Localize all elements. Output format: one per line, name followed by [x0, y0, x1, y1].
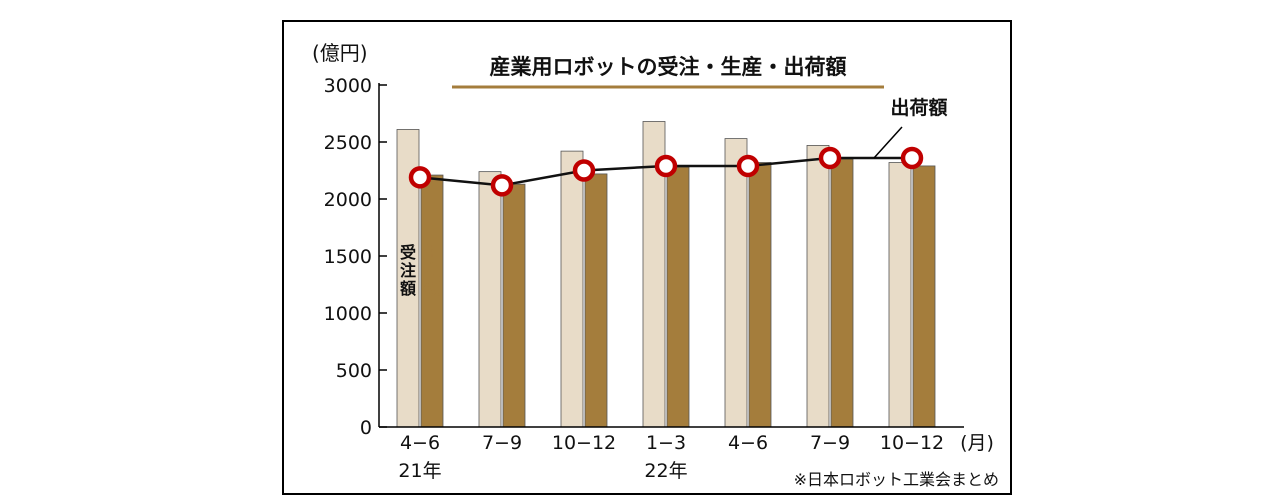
- order-series-label: 受注額: [399, 243, 416, 298]
- y-tick-label: 2000: [324, 189, 372, 211]
- shipment-marker: [490, 174, 514, 197]
- order-bar: [888, 162, 912, 428]
- y-axis: 0 500 1000 1500 2000 2500 3000: [324, 75, 387, 439]
- shipment-marker: [818, 146, 842, 170]
- chart-svg: (億円) 産業用ロボットの受注・生産・出荷額 0 500 1000 1500 2000 2…: [312, 41, 999, 489]
- x-tick-label: 4−6: [728, 432, 768, 454]
- order-bar: [806, 145, 830, 428]
- year-label: 21年: [398, 460, 441, 482]
- shipment-marker: [408, 166, 432, 189]
- order-bar: [724, 138, 748, 428]
- shipment-marker: [736, 154, 760, 178]
- y-tick-label: 1000: [324, 303, 372, 325]
- x-tick-label: 7−9: [810, 432, 850, 454]
- production-bar: [830, 158, 854, 428]
- x-tick-label: 10−12: [552, 432, 616, 454]
- shipment-marker: [654, 154, 678, 178]
- bars: [396, 121, 936, 428]
- year-label: 22年: [644, 460, 687, 482]
- shipment-marker: [900, 146, 924, 170]
- source-note: ※日本ロボット工業会まとめ: [794, 470, 999, 489]
- production-bar: [584, 173, 608, 428]
- y-tick-label: 1500: [324, 246, 372, 268]
- production-series-label: 生産額: [423, 243, 440, 298]
- y-tick-label: 2500: [324, 132, 372, 154]
- order-bar: [560, 150, 584, 428]
- production-bar: [502, 183, 526, 428]
- order-bar: [478, 171, 502, 428]
- y-tick-label: 500: [336, 360, 372, 382]
- x-unit-label: (月): [960, 432, 994, 454]
- x-tick-label: 1−3: [646, 432, 686, 454]
- production-bar: [748, 162, 772, 428]
- shipment-series-label: 出荷額: [890, 96, 947, 119]
- y-axis-unit: (億円): [312, 41, 368, 65]
- production-bar: [912, 165, 936, 428]
- y-tick-label: 0: [360, 417, 372, 439]
- shipment-line-series: [408, 146, 924, 197]
- chart-title: 産業用ロボットの受注・生産・出荷額: [490, 55, 847, 79]
- shipment-marker: [572, 159, 596, 182]
- y-tick-label: 3000: [324, 75, 372, 97]
- chart-frame: (億円) 産業用ロボットの受注・生産・出荷額 0 500 1000 1500 2000 2…: [282, 20, 1012, 495]
- x-tick-label: 7−9: [482, 432, 522, 454]
- x-tick-label: 10−12: [880, 432, 944, 454]
- production-bar: [420, 174, 444, 428]
- production-bar: [666, 166, 690, 428]
- shipment-label-leader: [873, 126, 903, 159]
- x-tick-label: 4−6: [400, 432, 440, 454]
- x-axis: 4−6 7−9 10−12 1−3 4−6 7−9 10−12 (月) 21年 22年: [379, 426, 994, 482]
